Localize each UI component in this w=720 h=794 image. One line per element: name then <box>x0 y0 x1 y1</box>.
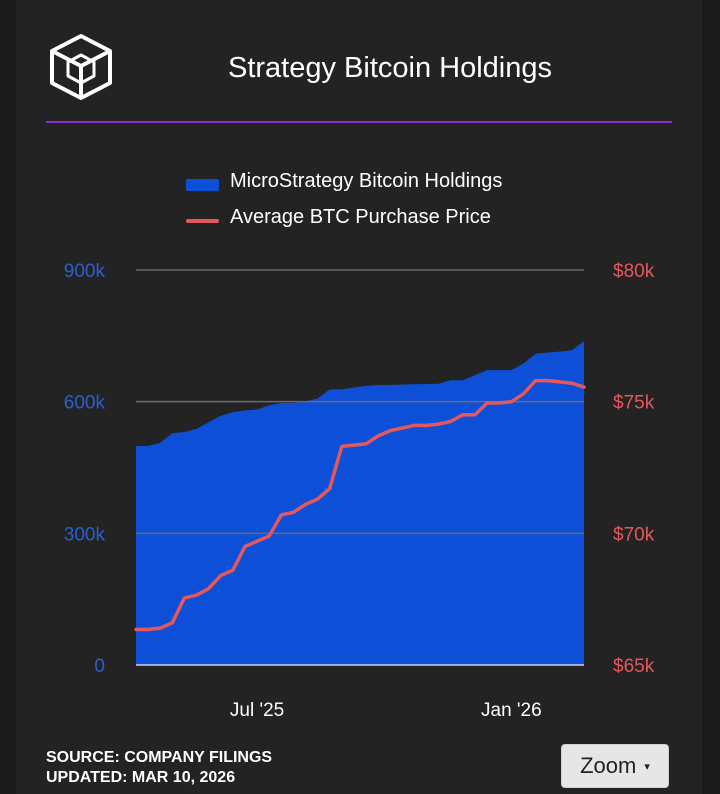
chevron-down-icon: ▾ <box>644 760 650 773</box>
zoom-label: Zoom <box>580 753 637 778</box>
left-axis-tick-label: 300k <box>64 524 106 545</box>
x-axis-tick-label: Jan '26 <box>481 700 542 721</box>
chart-footer: SOURCE: COMPANY FILINGS UPDATED: MAR 10,… <box>46 748 272 788</box>
left-axis-tick-label: 900k <box>64 261 106 282</box>
x-axis-tick-label: Jul '25 <box>230 700 284 721</box>
legend-swatch-price <box>186 219 219 223</box>
legend-swatch-holdings <box>186 179 219 191</box>
cube-logo-icon <box>50 34 112 100</box>
legend-label-holdings: MicroStrategy Bitcoin Holdings <box>230 170 503 192</box>
source-note: SOURCE: COMPANY FILINGS <box>46 749 273 766</box>
title-divider <box>46 121 672 123</box>
left-axis-tick-label: 600k <box>64 393 106 414</box>
right-axis-tick-label: $70k <box>613 524 655 545</box>
zoom-button[interactable]: Zoom ▾ <box>561 744 669 788</box>
left-axis-tick-label: 0 <box>94 656 105 677</box>
right-axis-tick-label: $65k <box>613 656 655 677</box>
legend-label-price: Average BTC Purchase Price <box>230 206 491 228</box>
right-axis-tick-label: $80k <box>613 261 655 282</box>
page-title: Strategy Bitcoin Holdings <box>228 52 552 84</box>
updated-note: UPDATED: MAR 10, 2026 <box>46 769 236 786</box>
series-area-holdings <box>136 341 584 665</box>
series-line-price <box>134 378 586 632</box>
right-axis-tick-label: $75k <box>613 393 655 414</box>
